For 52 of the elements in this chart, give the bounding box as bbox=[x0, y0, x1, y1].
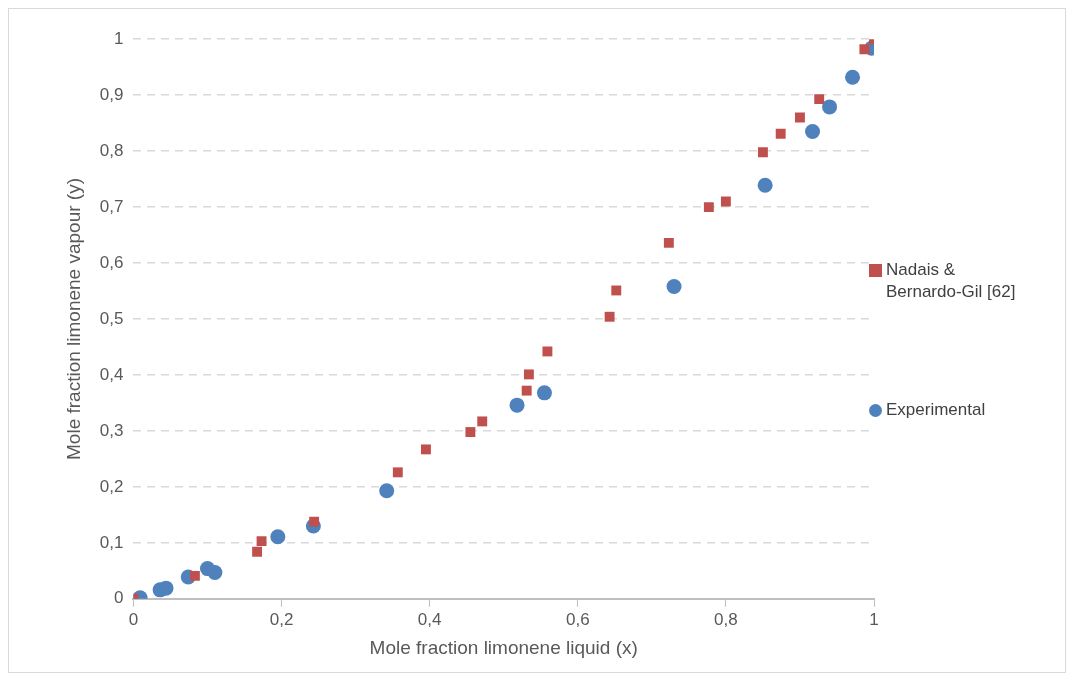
y-tick-label: 0,5 bbox=[99, 308, 124, 328]
x-tick-label: 0 bbox=[128, 609, 139, 629]
point bbox=[805, 124, 821, 140]
point bbox=[757, 177, 773, 193]
x-tick-label: 0,6 bbox=[565, 609, 590, 629]
legend-label: Experimental bbox=[886, 399, 986, 421]
x-tick-label: 0,4 bbox=[417, 609, 442, 629]
point bbox=[379, 483, 395, 499]
y-tick-label: 0,8 bbox=[99, 140, 124, 160]
y-tick-label: 0 bbox=[113, 588, 124, 608]
point bbox=[845, 69, 861, 85]
y-tick-label: 0,7 bbox=[99, 196, 124, 216]
y-tick-label: 0,9 bbox=[99, 84, 124, 104]
point bbox=[158, 580, 174, 596]
point bbox=[270, 529, 286, 545]
y-tick-label: 0,4 bbox=[99, 364, 124, 384]
point bbox=[207, 565, 223, 580]
point bbox=[392, 467, 403, 478]
y-tick-label: 0,3 bbox=[99, 420, 124, 440]
x-tick-label: 0,2 bbox=[269, 609, 294, 629]
point bbox=[256, 536, 267, 547]
point bbox=[822, 99, 838, 115]
x-axis-title: Mole fraction limonene liquid (x) bbox=[369, 636, 638, 658]
x-tick-label: 0,8 bbox=[714, 609, 738, 629]
point bbox=[509, 397, 525, 413]
point bbox=[189, 570, 200, 581]
point bbox=[536, 385, 552, 401]
legend-label: Nadais & Bernardo-Gil [62] bbox=[886, 259, 1017, 303]
point bbox=[604, 311, 615, 322]
point bbox=[465, 427, 476, 437]
point bbox=[859, 44, 870, 55]
x-tick-label: 1 bbox=[869, 609, 879, 629]
point bbox=[666, 279, 682, 295]
point bbox=[477, 416, 488, 427]
point bbox=[252, 546, 263, 557]
point bbox=[421, 444, 431, 455]
point bbox=[775, 128, 786, 139]
y-tick-label: 0,2 bbox=[99, 476, 124, 496]
point bbox=[814, 94, 825, 105]
point bbox=[523, 369, 534, 380]
point bbox=[757, 147, 768, 158]
point bbox=[663, 237, 674, 248]
point bbox=[794, 112, 805, 123]
y-tick-label: 0,1 bbox=[99, 532, 124, 552]
y-axis-title: Mole fraction limonene vapour (y) bbox=[62, 178, 84, 460]
point bbox=[611, 285, 622, 296]
point bbox=[720, 196, 731, 207]
y-tick-label: 0,6 bbox=[99, 252, 124, 272]
point bbox=[703, 202, 714, 213]
point bbox=[542, 346, 553, 357]
point bbox=[521, 385, 532, 396]
y-tick-label: 1 bbox=[113, 28, 124, 48]
